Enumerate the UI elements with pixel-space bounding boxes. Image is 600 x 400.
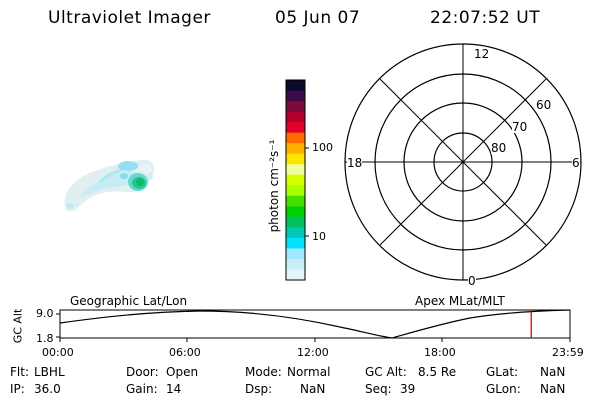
dsp-value: NaN: [300, 382, 326, 396]
colorbar-swatch: [286, 132, 305, 144]
colorbar-swatch: [286, 185, 305, 197]
mlt-label-0: 0: [468, 274, 476, 288]
colorbar-swatch: [286, 237, 305, 249]
colorbar-tick-100: 100: [312, 141, 333, 154]
timeline-xtick-2: 12:00: [297, 346, 329, 359]
timeline-xtick-3: 18:00: [424, 346, 456, 359]
colorbar-swatch: [286, 164, 305, 176]
lat-label-70: 70: [512, 120, 528, 134]
gcalt-value: 8.5 Re: [418, 365, 457, 379]
colorbar-swatch: [286, 143, 305, 155]
mlt-label-6: 6: [572, 156, 580, 170]
flt-value: LBHL: [34, 365, 65, 379]
dsp-label: Dsp:: [245, 382, 273, 396]
colorbar-swatch: [286, 227, 305, 239]
door-label: Door:: [126, 365, 159, 379]
colorbar-swatch: [286, 101, 305, 113]
ip-value: 36.0: [34, 382, 61, 396]
mode-label: Mode:: [245, 365, 282, 379]
gain-value: 14: [166, 382, 182, 396]
ip-label: IP:: [10, 382, 25, 396]
lat-label-80: 80: [491, 141, 507, 155]
timeline-ytick-top: 9.0: [36, 307, 54, 320]
colorbar-swatches: [286, 80, 305, 281]
colorbar-swatch: [286, 122, 305, 134]
time-label: 22:07:52 UT: [430, 8, 541, 28]
colorbar-swatch: [286, 206, 305, 218]
seq-value: 39: [400, 382, 416, 396]
colorbar-swatch: [286, 269, 305, 281]
timeline-right-title: Apex MLat/MLT: [415, 294, 505, 308]
glon-value: NaN: [540, 382, 566, 396]
glon-label: GLon:: [486, 382, 521, 396]
door-value: Open: [166, 365, 199, 379]
glat-label: GLat:: [486, 365, 519, 379]
colorbar-swatch: [286, 153, 305, 165]
timeline-xtick-4: 23:59: [552, 346, 584, 359]
gcalt-label: GC Alt:: [365, 365, 407, 379]
date-label: 05 Jun 07: [275, 8, 361, 28]
mode-value: Normal: [287, 365, 331, 379]
timeline-left-title: Geographic Lat/Lon: [70, 294, 188, 308]
colorbar-swatch: [286, 248, 305, 260]
colorbar-tick-10: 10: [312, 230, 326, 243]
colorbar-swatch: [286, 90, 305, 102]
gain-label: Gain:: [126, 382, 158, 396]
flt-label: Flt:: [10, 365, 29, 379]
colorbar-swatch: [286, 111, 305, 123]
seq-label: Seq:: [365, 382, 392, 396]
timeline-xtick-1: 06:00: [169, 346, 201, 359]
glat-value: NaN: [540, 365, 566, 379]
app-title: Ultraviolet Imager: [48, 8, 211, 28]
colorbar-swatch: [286, 216, 305, 228]
timeline-xtick-0: 00:00: [42, 346, 74, 359]
colorbar-swatch: [286, 174, 305, 186]
colorbar-swatch: [286, 80, 305, 92]
colorbar-swatch: [286, 258, 305, 270]
mlt-label-18: 18: [347, 156, 363, 170]
timeline-ytick-bottom: 1.8: [36, 332, 54, 345]
colorbar-swatch: [286, 195, 305, 207]
lat-label-60: 60: [536, 98, 552, 112]
mlt-label-12: 12: [474, 47, 490, 61]
